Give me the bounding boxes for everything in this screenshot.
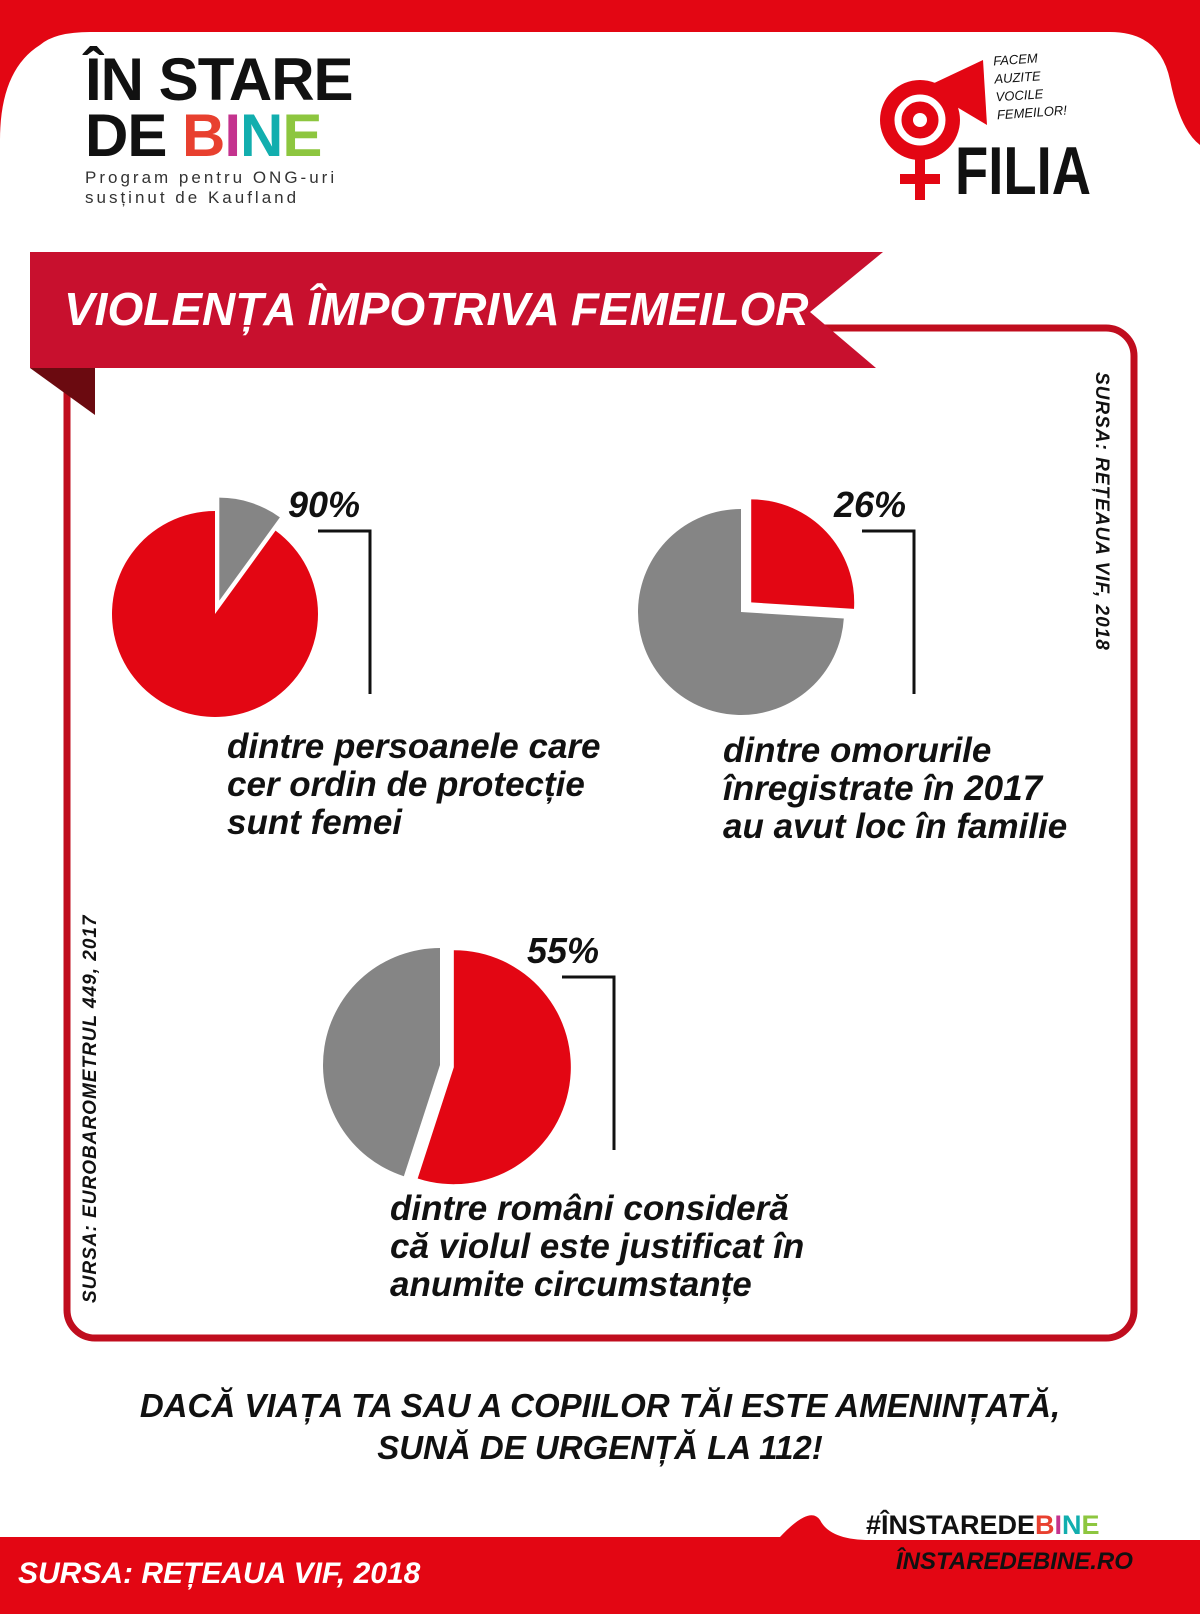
hashtag: #ÎNSTAREDEBINE bbox=[866, 1510, 1100, 1541]
pie2-slice-2 bbox=[638, 509, 844, 715]
pie3-slice-2 bbox=[323, 948, 440, 1177]
cta-line: DACĂ VIAȚA TA SAU A COPIILOR TĂI ESTE AM… bbox=[139, 1387, 1061, 1424]
pie2-description-line: înregistrate în 2017 bbox=[723, 769, 1043, 808]
in-stare-de-bine-logo: ÎN STARE DE BINE Program pentru ONG-uri … bbox=[85, 46, 354, 208]
filia-logo: FACEM AUZITE VOCILE FEMEILOR! FILIA bbox=[875, 50, 1105, 210]
pie3-slice-1 bbox=[417, 950, 571, 1185]
pie1-slice-1 bbox=[111, 511, 318, 717]
pie1-percent-label: 90% bbox=[288, 484, 361, 525]
hashtag-text: #ÎNSTAREDE bbox=[866, 1510, 1036, 1540]
logo-line2: DE bbox=[85, 102, 183, 169]
logo-line1: ÎN STARE bbox=[85, 46, 354, 113]
logo-letter: I bbox=[224, 102, 241, 169]
pie3-description-line: că violul este justificat în bbox=[390, 1227, 805, 1266]
cta-line: SUNĂ DE URGENȚĂ LA 112! bbox=[377, 1429, 823, 1466]
source-left: SURSA: EUROBAROMETRUL 449, 2017 bbox=[80, 914, 101, 1303]
logo-sub1: Program pentru ONG-uri bbox=[85, 168, 338, 187]
hashtag-letter: B bbox=[1035, 1510, 1055, 1540]
filia-megaphone-venus-icon bbox=[880, 60, 987, 200]
pie2-description-line: dintre omorurile bbox=[723, 731, 992, 770]
pie1-description-line: cer ordin de protecție bbox=[227, 765, 585, 804]
source-right: SURSA: REȚEAUA VIF, 2018 bbox=[1091, 372, 1112, 651]
pie2-slice-1 bbox=[751, 499, 855, 609]
pie3-description-line: dintre români consideră bbox=[390, 1189, 789, 1228]
footer-source: SURSA: REȚEAUA VIF, 2018 bbox=[18, 1557, 421, 1590]
logo-letter: E bbox=[282, 102, 322, 169]
hashtag-letter: N bbox=[1062, 1510, 1082, 1540]
page-title: VIOLENȚA ÎMPOTRIVA FEMEILOR bbox=[64, 283, 809, 335]
filia-name: FILIA bbox=[955, 133, 1091, 209]
hashtag-letter: I bbox=[1054, 1510, 1063, 1540]
pie1-slice-2 bbox=[219, 497, 280, 601]
pie1-description-line: dintre persoanele care bbox=[227, 727, 601, 766]
logo-sub2: susținut de Kaufland bbox=[85, 188, 300, 207]
logo-letter: B bbox=[182, 102, 225, 169]
pie3-percent-label: 55% bbox=[527, 930, 600, 971]
pie1-description-line: sunt femei bbox=[227, 803, 403, 842]
hashtag-letter: E bbox=[1081, 1510, 1100, 1540]
pie2-percent-label: 26% bbox=[834, 484, 907, 525]
website-link[interactable]: ÎNSTAREDEBINE.RO bbox=[896, 1548, 1133, 1575]
pie3-description-line: anumite circumstanțe bbox=[390, 1265, 752, 1304]
logo-letter: N bbox=[240, 102, 283, 169]
pie2-description-line: au avut loc în familie bbox=[723, 807, 1068, 846]
